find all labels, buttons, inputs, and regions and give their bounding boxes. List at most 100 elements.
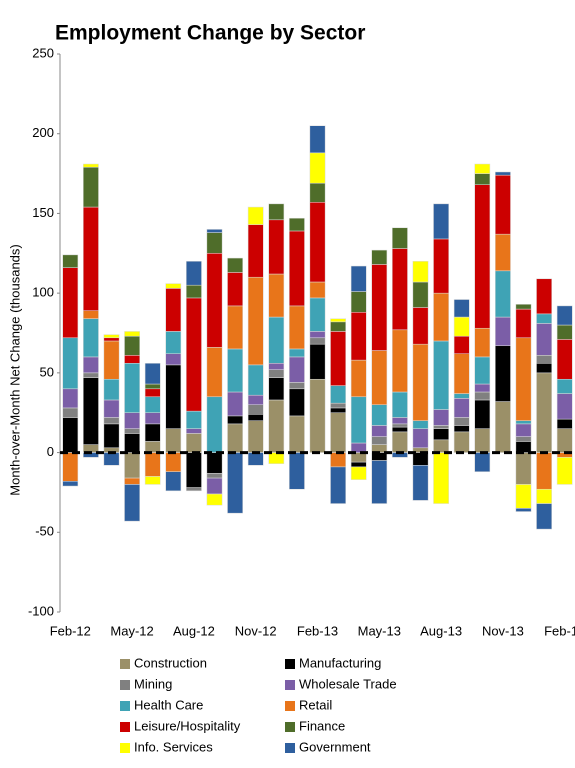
bar-segment — [350, 461, 367, 468]
bar-segment — [62, 254, 79, 268]
bar-segment — [350, 312, 367, 361]
bar-segment — [206, 229, 223, 233]
bar-segment — [474, 383, 491, 393]
bar-segment — [474, 173, 491, 185]
bar-segment — [227, 272, 243, 307]
bar-segment — [124, 363, 140, 413]
bar-segment — [515, 420, 532, 425]
bar-segment — [289, 348, 305, 358]
legend-label: Health Care — [134, 697, 203, 712]
bar-segment — [412, 428, 429, 449]
legend-swatch — [285, 680, 295, 690]
bar-segment — [556, 324, 573, 340]
bar-segment — [289, 230, 305, 307]
bar-segment — [556, 305, 573, 326]
legend-swatch — [285, 701, 295, 711]
bar-segment — [83, 310, 99, 319]
bar-segment — [165, 428, 182, 453]
y-axis-label: Month-over-Month Net Change (thousands) — [7, 244, 22, 495]
bar-segment — [474, 399, 491, 429]
bar-segment — [309, 202, 326, 283]
bar-segment — [268, 363, 285, 370]
y-tick-label: 150 — [32, 205, 54, 220]
bar-segment — [330, 407, 346, 413]
bar-segment — [165, 331, 182, 354]
bar-segment — [536, 313, 552, 324]
bar-segment — [103, 337, 120, 342]
bar-segment — [309, 378, 326, 453]
bar-segment — [186, 261, 202, 286]
bar-segment — [474, 356, 491, 385]
bar-segment — [474, 428, 491, 453]
bar-segment — [556, 393, 573, 420]
bar-segment — [412, 261, 429, 283]
legend-label: Leisure/Hospitality — [134, 718, 241, 733]
bar-segment — [289, 415, 305, 453]
bar-segment — [536, 363, 552, 374]
bar-segment — [474, 184, 491, 329]
bar-segment — [165, 283, 182, 289]
bar-segment — [62, 267, 79, 339]
legend-swatch — [285, 743, 295, 753]
x-tick-label: Feb-13 — [297, 623, 338, 638]
bar-segment — [371, 350, 388, 405]
bar-segment — [536, 323, 552, 356]
bar-segment — [412, 465, 429, 501]
y-tick-label: 200 — [32, 125, 54, 140]
bar-segment — [247, 420, 264, 453]
bar-segment — [536, 278, 552, 315]
x-tick-label: Aug-13 — [420, 623, 462, 638]
bar-segment — [103, 417, 120, 425]
bar-segment — [453, 398, 470, 418]
bar-segment — [144, 363, 161, 385]
bar-segment — [495, 171, 511, 176]
bar-segment — [227, 452, 243, 514]
bar-segment — [453, 335, 470, 354]
bar-segment — [433, 203, 449, 240]
bar-segment — [515, 304, 532, 310]
bar-segment — [124, 433, 140, 453]
bar-segment — [412, 281, 429, 308]
bar-segment — [453, 425, 470, 433]
chart-title: Employment Change by Sector — [55, 22, 365, 45]
bar-segment — [350, 359, 367, 398]
bar-segment — [247, 404, 264, 415]
bar-segment — [268, 273, 285, 318]
bar-segment — [124, 412, 140, 429]
legend-swatch — [285, 659, 295, 669]
x-tick-label: Feb-14 — [544, 623, 575, 638]
x-tick-label: Aug-12 — [173, 623, 215, 638]
bar-segment — [515, 436, 532, 442]
legend-label: Government — [299, 739, 371, 754]
bar-segment — [227, 348, 243, 393]
bar-segment — [371, 436, 388, 445]
bar-segment — [247, 364, 264, 396]
bar-segment — [433, 452, 449, 504]
bar-segment — [392, 248, 408, 331]
bar-segment — [433, 409, 449, 426]
bar-segment — [392, 423, 408, 428]
bar-segment — [392, 227, 408, 249]
bar-segment — [515, 452, 532, 485]
bar-segment — [412, 307, 429, 345]
bar-segment — [83, 356, 99, 374]
legend-swatch — [285, 722, 295, 732]
bar-segment — [474, 327, 491, 358]
bar-segment — [247, 394, 264, 405]
bar-segment — [206, 452, 223, 474]
bar-segment — [515, 423, 532, 437]
bar-segment — [433, 340, 449, 410]
bar-segment — [247, 452, 264, 466]
bar-segment — [83, 206, 99, 311]
bar-segment — [474, 391, 491, 401]
bar-segment — [371, 460, 388, 504]
bar-segment — [103, 452, 120, 466]
bar-segment — [165, 364, 182, 429]
bar-segment — [392, 426, 408, 433]
x-tick-label: May-13 — [358, 623, 401, 638]
bar-segment — [453, 431, 470, 453]
bar-segment — [453, 316, 470, 337]
bar-segment — [330, 318, 346, 323]
bar-segment — [165, 353, 182, 366]
